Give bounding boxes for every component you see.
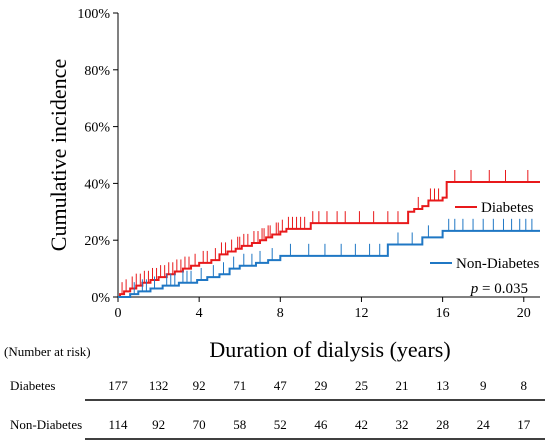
y-tick-label: 60% xyxy=(84,121,110,136)
risk-value: 8 xyxy=(521,378,528,393)
risk-value: 71 xyxy=(233,378,246,393)
x-tick-label: 20 xyxy=(517,306,531,321)
risk-value: 28 xyxy=(436,417,449,432)
risk-value: 13 xyxy=(436,378,449,393)
x-tick-label: 8 xyxy=(277,306,284,321)
series-group xyxy=(118,169,540,298)
y-tick-label: 80% xyxy=(84,64,110,79)
x-tick-label: 0 xyxy=(115,306,122,321)
p-value-annotation: p = 0.035 xyxy=(470,281,528,297)
risk-value: 46 xyxy=(314,417,328,432)
risk-table: (Number at risk) Diabetes 177 132 92 71 47 29 2… xyxy=(4,344,545,440)
series-line-non-diabetes xyxy=(118,229,540,298)
y-tick-label: 20% xyxy=(84,234,110,249)
risk-value: 24 xyxy=(477,417,491,432)
x-tick-label: 12 xyxy=(354,306,368,321)
x-axis-title: Duration of dialysis (years) xyxy=(209,337,450,362)
y-tick-label: 40% xyxy=(84,177,110,192)
x-tick-label: 4 xyxy=(196,306,203,321)
p-value-text: = 0.035 xyxy=(478,281,528,297)
risk-value: 47 xyxy=(274,378,288,393)
risk-value: 32 xyxy=(396,417,409,432)
risk-value: 58 xyxy=(233,417,246,432)
risk-row-label: Diabetes xyxy=(10,378,55,393)
risk-value: 70 xyxy=(193,417,206,432)
legend-label: Non-Diabetes xyxy=(456,256,539,272)
x-tick-label: 16 xyxy=(436,306,450,321)
legend: Diabetes Non-Diabetes xyxy=(430,200,539,272)
y-tick-label: 100% xyxy=(77,7,110,22)
risk-value: 25 xyxy=(355,378,368,393)
y-axis-ticks: 0% 20% 40% 60% 80% 100% xyxy=(77,7,118,306)
x-axis-ticks: 0 4 8 12 16 20 xyxy=(115,297,531,321)
plot-area: 0% 20% 40% 60% 80% 100% 0 4 8 12 16 20 xyxy=(77,7,540,321)
risk-value: 114 xyxy=(108,417,128,432)
risk-value: 9 xyxy=(480,378,487,393)
series-line-diabetes xyxy=(118,180,540,298)
risk-value: 92 xyxy=(193,378,206,393)
risk-value: 17 xyxy=(517,417,531,432)
risk-value: 92 xyxy=(152,417,165,432)
risk-value: 177 xyxy=(108,378,128,393)
risk-value: 21 xyxy=(396,378,409,393)
risk-table-header: (Number at risk) xyxy=(4,344,91,359)
risk-value: 52 xyxy=(274,417,287,432)
y-axis-title: Cumulative incidence xyxy=(46,59,71,251)
legend-label: Diabetes xyxy=(481,200,534,216)
risk-value: 132 xyxy=(149,378,169,393)
y-tick-label: 0% xyxy=(91,291,110,306)
p-value-symbol: p xyxy=(470,281,479,297)
risk-row-label: Non-Diabetes xyxy=(10,417,82,432)
risk-value: 42 xyxy=(355,417,368,432)
risk-value: 29 xyxy=(314,378,327,393)
